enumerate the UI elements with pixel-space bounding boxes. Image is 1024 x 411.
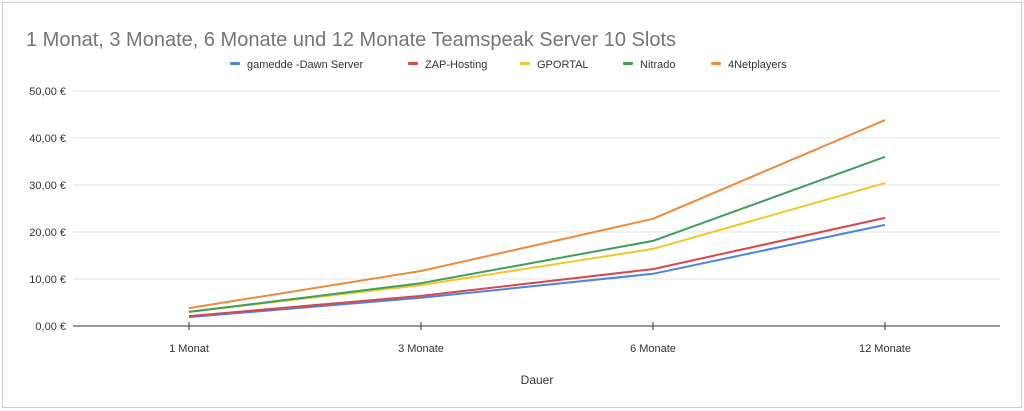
legend-label: Nitrado <box>640 59 675 71</box>
x-tick-label: 3 Monate <box>398 343 444 355</box>
x-tick-label: 6 Monate <box>630 343 676 355</box>
series-line-zap-hosting <box>188 216 886 318</box>
legend-label: 4Netplayers <box>728 59 787 71</box>
y-tick-label: 20,00 € <box>29 227 66 239</box>
legend-label: gamedde -Dawn Server <box>247 59 364 71</box>
x-axis-label: Dauer <box>521 373 554 387</box>
chart-title: 1 Monat, 3 Monate, 6 Monate und 12 Monat… <box>26 29 676 51</box>
legend-swatch <box>230 62 240 65</box>
legend-swatch <box>623 62 633 65</box>
y-tick-label: 40,00 € <box>29 133 66 145</box>
y-axis: 0,00 € 10,00 € 20,00 € 30,00 € 40,00 € 50,00 … <box>29 86 66 333</box>
legend-swatch <box>711 62 721 65</box>
series-line-4netplayers <box>188 119 886 310</box>
y-tick-label: 50,00 € <box>29 86 66 98</box>
y-tick-label: 30,00 € <box>29 180 66 192</box>
legend: gamedde -Dawn Server ZAP-Hosting GPORTAL Ni… <box>230 59 787 71</box>
y-tick-label: 0,00 € <box>35 321 66 333</box>
legend-swatch <box>520 62 530 65</box>
x-axis: 1 Monat 3 Monate 6 Monate 12 Monate <box>169 322 911 355</box>
x-tick-label: 12 Monate <box>859 343 911 355</box>
legend-label: ZAP-Hosting <box>425 59 487 71</box>
x-tick-label: 1 Monat <box>169 343 209 355</box>
y-tick-label: 10,00 € <box>29 274 66 286</box>
series-lines <box>188 119 886 319</box>
legend-swatch <box>408 62 418 65</box>
series-line-nitrado <box>188 155 886 313</box>
gridlines <box>73 90 1000 327</box>
legend-label: GPORTAL <box>537 59 589 71</box>
series-line-gamedde-dawn-server <box>188 223 886 319</box>
